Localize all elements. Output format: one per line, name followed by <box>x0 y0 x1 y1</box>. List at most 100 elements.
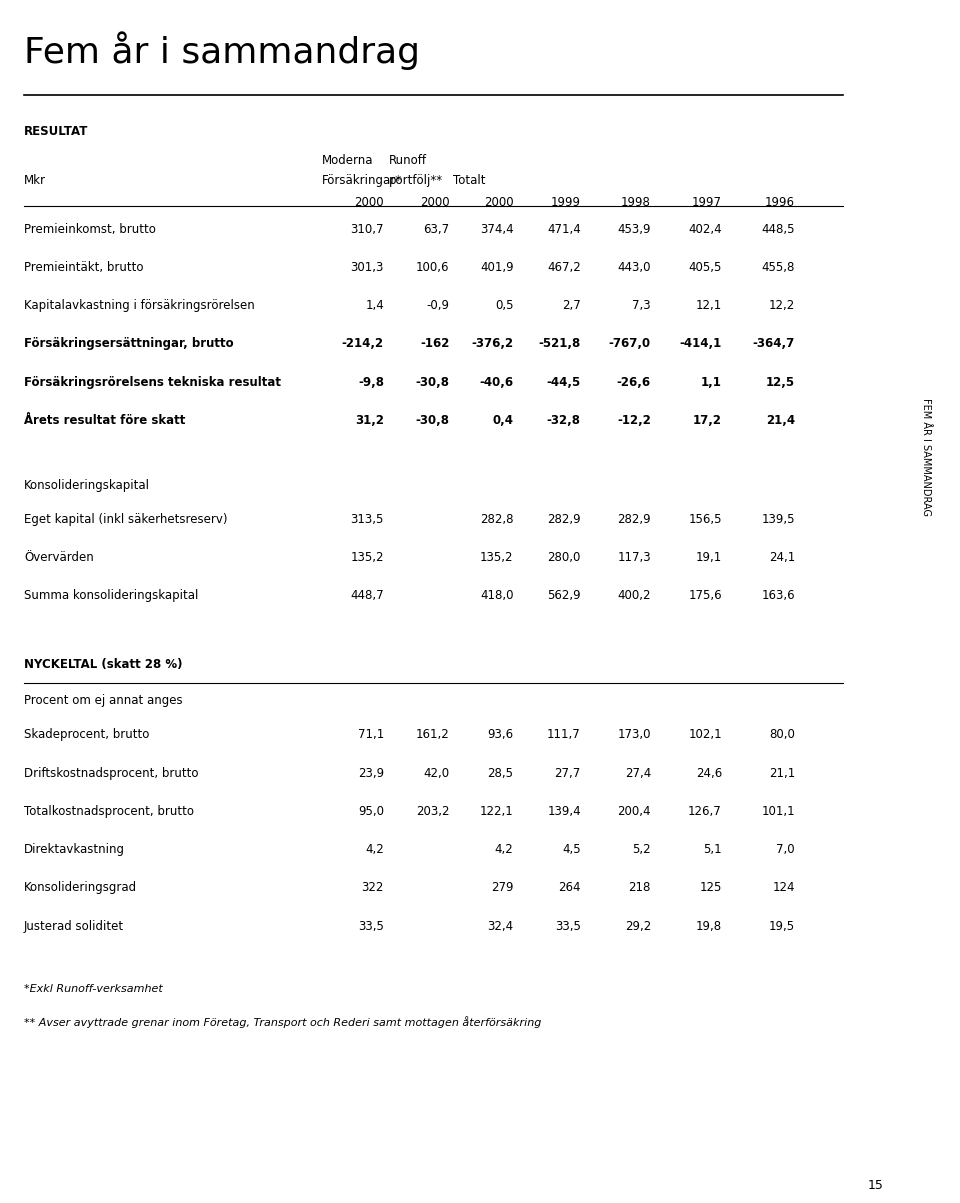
Text: 95,0: 95,0 <box>358 805 384 818</box>
Text: -364,7: -364,7 <box>753 337 795 350</box>
Text: 2000: 2000 <box>484 196 514 209</box>
Text: 15: 15 <box>867 1179 883 1192</box>
Text: 310,7: 310,7 <box>350 223 384 236</box>
Text: -32,8: -32,8 <box>547 414 581 427</box>
Text: 17,2: 17,2 <box>693 414 722 427</box>
Text: 122,1: 122,1 <box>480 805 514 818</box>
Text: 100,6: 100,6 <box>416 261 449 274</box>
Text: 448,7: 448,7 <box>350 589 384 603</box>
Text: 163,6: 163,6 <box>761 589 795 603</box>
Text: 31,2: 31,2 <box>355 414 384 427</box>
Text: -9,8: -9,8 <box>358 375 384 389</box>
Text: 23,9: 23,9 <box>358 766 384 780</box>
Text: 156,5: 156,5 <box>688 512 722 526</box>
Text: 139,5: 139,5 <box>761 512 795 526</box>
Text: FEM ÅR I SAMMANDRAG: FEM ÅR I SAMMANDRAG <box>922 398 931 516</box>
Text: 4,5: 4,5 <box>563 843 581 857</box>
Text: 448,5: 448,5 <box>761 223 795 236</box>
Text: Moderna: Moderna <box>322 154 373 167</box>
Text: 28,5: 28,5 <box>488 766 514 780</box>
Text: 33,5: 33,5 <box>358 919 384 932</box>
Text: 313,5: 313,5 <box>350 512 384 526</box>
Text: 175,6: 175,6 <box>688 589 722 603</box>
Text: 200,4: 200,4 <box>617 805 651 818</box>
Text: 218: 218 <box>629 882 651 894</box>
Text: -12,2: -12,2 <box>617 414 651 427</box>
Text: portfölj**: portfölj** <box>389 174 443 188</box>
Text: -44,5: -44,5 <box>546 375 581 389</box>
Text: 1998: 1998 <box>621 196 651 209</box>
Text: 63,7: 63,7 <box>423 223 449 236</box>
Text: 7,0: 7,0 <box>777 843 795 857</box>
Text: 24,6: 24,6 <box>696 766 722 780</box>
Text: -26,6: -26,6 <box>616 375 651 389</box>
Text: NYCKELTAL (skatt 28 %): NYCKELTAL (skatt 28 %) <box>24 658 182 671</box>
Text: Direktavkastning: Direktavkastning <box>24 843 125 857</box>
Text: Försäkringsersättningar, brutto: Försäkringsersättningar, brutto <box>24 337 233 350</box>
Text: 562,9: 562,9 <box>547 589 581 603</box>
Text: 282,9: 282,9 <box>547 512 581 526</box>
Text: 173,0: 173,0 <box>617 728 651 741</box>
Text: -40,6: -40,6 <box>479 375 514 389</box>
Text: 418,0: 418,0 <box>480 589 514 603</box>
Text: 19,1: 19,1 <box>696 551 722 564</box>
Text: 124: 124 <box>773 882 795 894</box>
Text: 1,4: 1,4 <box>365 300 384 312</box>
Text: 32,4: 32,4 <box>488 919 514 932</box>
Text: 203,2: 203,2 <box>416 805 449 818</box>
Text: 42,0: 42,0 <box>423 766 449 780</box>
Text: Totalt: Totalt <box>453 174 486 188</box>
Text: 2,7: 2,7 <box>562 300 581 312</box>
Text: 301,3: 301,3 <box>350 261 384 274</box>
Text: -414,1: -414,1 <box>680 337 722 350</box>
Text: 102,1: 102,1 <box>688 728 722 741</box>
Text: 135,2: 135,2 <box>350 551 384 564</box>
Text: RESULTAT: RESULTAT <box>24 125 88 138</box>
Text: ** Avser avyttrade grenar inom Företag, Transport och Rederi samt mottagen återf: ** Avser avyttrade grenar inom Företag, … <box>24 1015 541 1027</box>
Text: 19,8: 19,8 <box>696 919 722 932</box>
Text: 5,1: 5,1 <box>704 843 722 857</box>
Text: 0,5: 0,5 <box>495 300 514 312</box>
Text: 455,8: 455,8 <box>761 261 795 274</box>
Text: 2000: 2000 <box>420 196 449 209</box>
Text: Justerad soliditet: Justerad soliditet <box>24 919 124 932</box>
Text: Runoff: Runoff <box>389 154 427 167</box>
Text: -162: -162 <box>420 337 449 350</box>
Text: 0,4: 0,4 <box>492 414 514 427</box>
Text: Försäkringsrörelsens tekniska resultat: Försäkringsrörelsens tekniska resultat <box>24 375 281 389</box>
Text: -521,8: -521,8 <box>539 337 581 350</box>
Text: 19,5: 19,5 <box>769 919 795 932</box>
Text: 101,1: 101,1 <box>761 805 795 818</box>
Text: 29,2: 29,2 <box>625 919 651 932</box>
Text: 21,1: 21,1 <box>769 766 795 780</box>
Text: 401,9: 401,9 <box>480 261 514 274</box>
Text: 374,4: 374,4 <box>480 223 514 236</box>
Text: 279: 279 <box>492 882 514 894</box>
Text: 111,7: 111,7 <box>547 728 581 741</box>
Text: 280,0: 280,0 <box>547 551 581 564</box>
Text: 402,4: 402,4 <box>688 223 722 236</box>
Text: 471,4: 471,4 <box>547 223 581 236</box>
Text: 12,2: 12,2 <box>769 300 795 312</box>
Text: Övervärden: Övervärden <box>24 551 94 564</box>
Text: -30,8: -30,8 <box>416 414 449 427</box>
Text: -30,8: -30,8 <box>416 375 449 389</box>
Text: 1999: 1999 <box>551 196 581 209</box>
Text: 135,2: 135,2 <box>480 551 514 564</box>
Text: 4,2: 4,2 <box>494 843 514 857</box>
Text: 139,4: 139,4 <box>547 805 581 818</box>
Text: 71,1: 71,1 <box>358 728 384 741</box>
Text: 443,0: 443,0 <box>617 261 651 274</box>
Text: 27,4: 27,4 <box>625 766 651 780</box>
Text: 1996: 1996 <box>765 196 795 209</box>
Text: 467,2: 467,2 <box>547 261 581 274</box>
Text: Skadeprocent, brutto: Skadeprocent, brutto <box>24 728 150 741</box>
Text: 282,8: 282,8 <box>480 512 514 526</box>
Text: 24,1: 24,1 <box>769 551 795 564</box>
Text: 7,3: 7,3 <box>633 300 651 312</box>
Text: Eget kapital (inkl säkerhetsreserv): Eget kapital (inkl säkerhetsreserv) <box>24 512 228 526</box>
Text: Årets resultat före skatt: Årets resultat före skatt <box>24 414 185 427</box>
Text: 80,0: 80,0 <box>769 728 795 741</box>
Text: -0,9: -0,9 <box>426 300 449 312</box>
Text: Totalkostnadsprocent, brutto: Totalkostnadsprocent, brutto <box>24 805 194 818</box>
